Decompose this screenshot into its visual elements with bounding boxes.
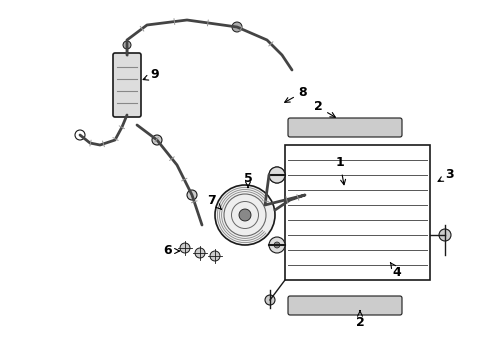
Text: 5: 5 [243, 171, 252, 188]
FancyBboxPatch shape [287, 118, 401, 137]
Circle shape [152, 135, 162, 145]
Circle shape [186, 190, 197, 200]
Circle shape [231, 22, 242, 32]
Circle shape [209, 251, 220, 261]
Circle shape [239, 209, 250, 221]
Circle shape [264, 295, 274, 305]
Circle shape [273, 172, 280, 178]
FancyBboxPatch shape [113, 53, 141, 117]
Text: 7: 7 [207, 194, 221, 209]
Text: 9: 9 [143, 68, 159, 81]
Circle shape [215, 185, 274, 245]
Text: 6: 6 [163, 244, 179, 257]
Text: 1: 1 [335, 157, 345, 185]
Circle shape [123, 41, 131, 49]
Text: 4: 4 [389, 262, 401, 279]
Circle shape [273, 242, 280, 248]
Circle shape [180, 243, 190, 253]
Circle shape [195, 248, 204, 258]
Text: 3: 3 [437, 168, 453, 181]
Text: 2: 2 [355, 311, 364, 329]
Text: 2: 2 [313, 100, 335, 117]
Text: 8: 8 [284, 85, 306, 102]
Circle shape [268, 167, 285, 183]
FancyBboxPatch shape [287, 296, 401, 315]
Circle shape [268, 237, 285, 253]
Circle shape [438, 229, 450, 241]
Circle shape [268, 167, 285, 183]
